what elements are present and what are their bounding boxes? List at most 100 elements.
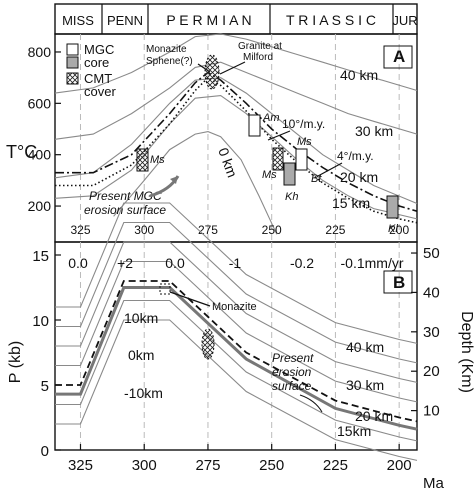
series-a-1 [54,61,418,140]
a-xtick-label: 300 [134,223,154,237]
legend: MGC core CMT cover [66,42,116,99]
rate-2: 0.0 [165,255,185,271]
a-ytick-label: 800 [28,44,52,60]
x-unit: Ma [423,475,444,492]
series-a-2 [54,77,418,205]
b-depth-20km: 20 km [355,408,393,424]
series-b-1 [55,286,418,431]
anno-ms-cover: Ms [262,169,277,181]
series-a-0 [54,33,418,94]
b-depth-m10km: -10km [124,385,163,401]
kh-box [283,162,296,186]
period-header: MISS PENN P E R M I A N T R I A S S I C … [54,3,418,35]
panel-b-ylabel: P (kb) [7,341,24,383]
b-ytick-right-label: 10 [423,403,440,420]
b-ytick-right-label: 50 [423,245,440,262]
b-xtick-label: 225 [323,457,348,474]
b-ytick-label: 5 [41,378,49,395]
ms-box-left [136,148,149,172]
rate-4: 4°/m.y. [337,149,374,163]
anno-sphene: Sphene(?) [146,56,193,67]
rate-0: 0.0 [68,255,88,271]
depth-40km: 40 km [340,67,378,83]
period-jur: JUR [392,13,417,28]
b-anno-monazite: Monazite [212,301,257,313]
anno-am: Am [262,112,280,124]
b-xtick-label: 300 [132,457,157,474]
a-xtick-label: 250 [262,223,282,237]
legend-cmt: CMT [84,71,112,86]
b-xtick-label: 275 [195,457,220,474]
b-ytick-label: 10 [32,313,49,330]
b-xtick-label: 325 [68,457,93,474]
a-ytick-label: 200 [28,198,52,214]
b-depth-40km: 40 km [346,339,384,355]
rate-3: -1 [229,255,242,271]
period-permian: P E R M I A N [166,12,251,28]
period-triassic: T R I A S S I C [286,12,376,28]
panel-b-letter: B [393,273,405,292]
b-depth-0km: 0km [128,347,154,363]
series-a-3 [54,95,418,220]
a-xtick-label: 325 [70,223,90,237]
a-xtick-label: 225 [325,223,345,237]
a-ytick-label: 400 [28,147,52,163]
anno-ms-core: Ms [297,136,312,148]
b-ytick-right-label: 40 [423,284,440,301]
anno-milford: Milford [243,52,273,63]
legend-core: core [84,55,109,70]
depth-30km: 30 km [355,123,393,139]
b-anno-erosion-2: erosion [272,365,312,379]
anno-granite: Granite at [238,41,282,52]
panel-a: A T°C 800 600 400 200 325 300 275 250 225 200 MG… [6,33,418,243]
series-b-0 [55,280,418,423]
b-ytick-label: 0 [41,443,49,460]
period-miss: MISS [62,13,94,28]
depth-0km: 0 km [215,146,240,180]
ms-box-cover [272,147,284,171]
legend-cover: cover [84,84,116,99]
b-xtick-label: 200 [387,457,412,474]
depth-15km: 15 km [332,195,370,211]
b-ytick-right-label: 30 [423,324,440,341]
rate-5: -0.1mm/yr [341,255,404,271]
ms-box-core [295,148,308,171]
anno-erosion-1: Present MGC [89,189,162,203]
series-a-4 [113,131,278,235]
anno-erosion-2: erosion surface [84,203,166,217]
b-ytick-right-label: 20 [423,363,440,380]
anno-bt: Bt [311,173,322,185]
series-a-5 [55,71,418,212]
rate-1: +2 [117,255,133,271]
depth-20km: 20 km [340,169,378,185]
panel-a-ylabel: T°C [6,142,37,162]
rate-10: 10°/m.y. [282,117,325,131]
b-depth-10km: 10km [124,310,158,326]
b-depth-30km: 30 km [346,377,384,393]
panel-a-letter: A [393,47,405,66]
panel-b-ylabel-right: Depth (Km) [458,311,474,393]
monazite-marker-b [159,283,171,295]
a-ytick-label: 600 [28,95,52,111]
a-xtick-label: 275 [198,223,218,237]
anno-kl: Kl [388,223,398,235]
b-isobar-2 [55,260,418,403]
b-xtick-label: 250 [259,457,284,474]
sphene-marker-b [201,328,215,360]
kl-box [386,195,399,219]
b-isobar-4 [55,221,418,364]
b-isobar-5 [55,202,418,344]
monazite-marker-a [204,54,220,90]
b-isobar-3 [55,241,418,383]
period-penn: PENN [107,13,143,28]
anno-monazite: Monazite [146,44,187,55]
b-ytick-label: 15 [32,248,49,265]
b-depth-15km: 15km [337,423,371,439]
a-xtick-label: 200 [389,223,409,237]
b-anno-erosion-1: Present [272,351,314,365]
anno-ms-left: Ms [150,154,165,166]
am-box [248,114,261,137]
legend-mgc: MGC [84,42,114,57]
